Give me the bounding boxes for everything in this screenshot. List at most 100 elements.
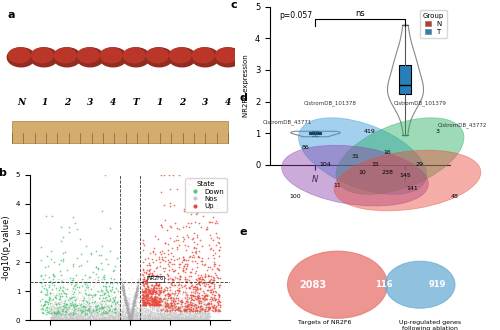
Point (179, 310, 187, 315)
Point (53, 310, 61, 315)
Point (76, 317, 84, 323)
Point (164, 284, 172, 290)
Point (64, 315, 72, 320)
Point (204, 302, 212, 308)
Point (62, 315, 70, 321)
Point (132, 291, 140, 296)
Point (94, 311, 102, 316)
Point (158, 299, 166, 304)
Point (44, 297, 52, 302)
Point (201, 302, 209, 307)
Point (186, 311, 194, 316)
Point (207, 246, 215, 251)
Point (138, 314, 146, 319)
Point (50, 309, 58, 314)
Point (182, 285, 190, 291)
Point (98, 310, 106, 315)
Point (98, 311, 106, 316)
Point (185, 254, 193, 260)
Point (192, 290, 200, 296)
Point (124, 309, 132, 314)
Point (98, 317, 106, 322)
Point (186, 283, 194, 289)
Point (108, 311, 116, 316)
Point (119, 287, 127, 293)
Point (56, 295, 64, 300)
Point (61, 317, 69, 322)
Point (83, 317, 91, 322)
Point (82, 310, 90, 315)
Point (214, 300, 222, 306)
Point (166, 316, 173, 321)
Point (84, 277, 92, 282)
Point (126, 311, 134, 316)
Point (214, 309, 222, 314)
Point (168, 302, 176, 308)
Point (146, 317, 154, 322)
Point (174, 172, 182, 178)
Point (64, 310, 72, 315)
Point (115, 317, 123, 322)
Point (83, 280, 91, 285)
Point (198, 307, 206, 312)
Point (121, 315, 129, 320)
Point (110, 290, 118, 295)
Point (66, 302, 74, 307)
Point (134, 286, 141, 291)
Point (198, 314, 205, 320)
Point (130, 307, 138, 312)
Point (64, 316, 72, 321)
Point (160, 310, 168, 315)
Point (184, 306, 192, 312)
Point (60, 298, 68, 303)
Point (132, 307, 140, 312)
Point (162, 285, 170, 290)
Point (122, 308, 130, 313)
Point (144, 301, 152, 306)
Point (200, 297, 207, 302)
Point (66, 313, 74, 318)
Point (183, 303, 191, 309)
Point (180, 315, 188, 320)
Point (92, 314, 100, 320)
Point (215, 293, 223, 298)
Point (102, 311, 110, 316)
Point (75, 311, 83, 316)
Point (113, 316, 121, 322)
Point (196, 308, 203, 313)
Point (153, 310, 161, 315)
Point (59, 313, 67, 318)
Point (178, 299, 186, 305)
Point (126, 317, 134, 323)
Point (146, 310, 154, 315)
Point (130, 299, 138, 304)
Point (130, 299, 138, 304)
Point (110, 302, 118, 307)
Point (118, 316, 126, 321)
Point (87, 313, 95, 318)
Point (130, 304, 138, 309)
Point (166, 316, 174, 321)
Point (170, 305, 178, 310)
Point (77, 309, 85, 314)
Point (179, 239, 187, 244)
Point (154, 293, 162, 299)
Point (201, 303, 209, 308)
Point (164, 303, 172, 309)
Point (94, 312, 102, 317)
Point (168, 314, 176, 319)
Point (168, 299, 176, 304)
Point (104, 314, 112, 319)
Point (177, 315, 185, 321)
Point (130, 313, 138, 318)
Point (122, 305, 130, 310)
Point (88, 311, 96, 316)
Point (200, 299, 207, 304)
Point (110, 306, 118, 312)
Point (205, 297, 213, 303)
Point (58, 310, 66, 315)
Point (68, 317, 76, 322)
Point (158, 225, 166, 230)
Point (162, 310, 170, 315)
Point (104, 312, 112, 317)
